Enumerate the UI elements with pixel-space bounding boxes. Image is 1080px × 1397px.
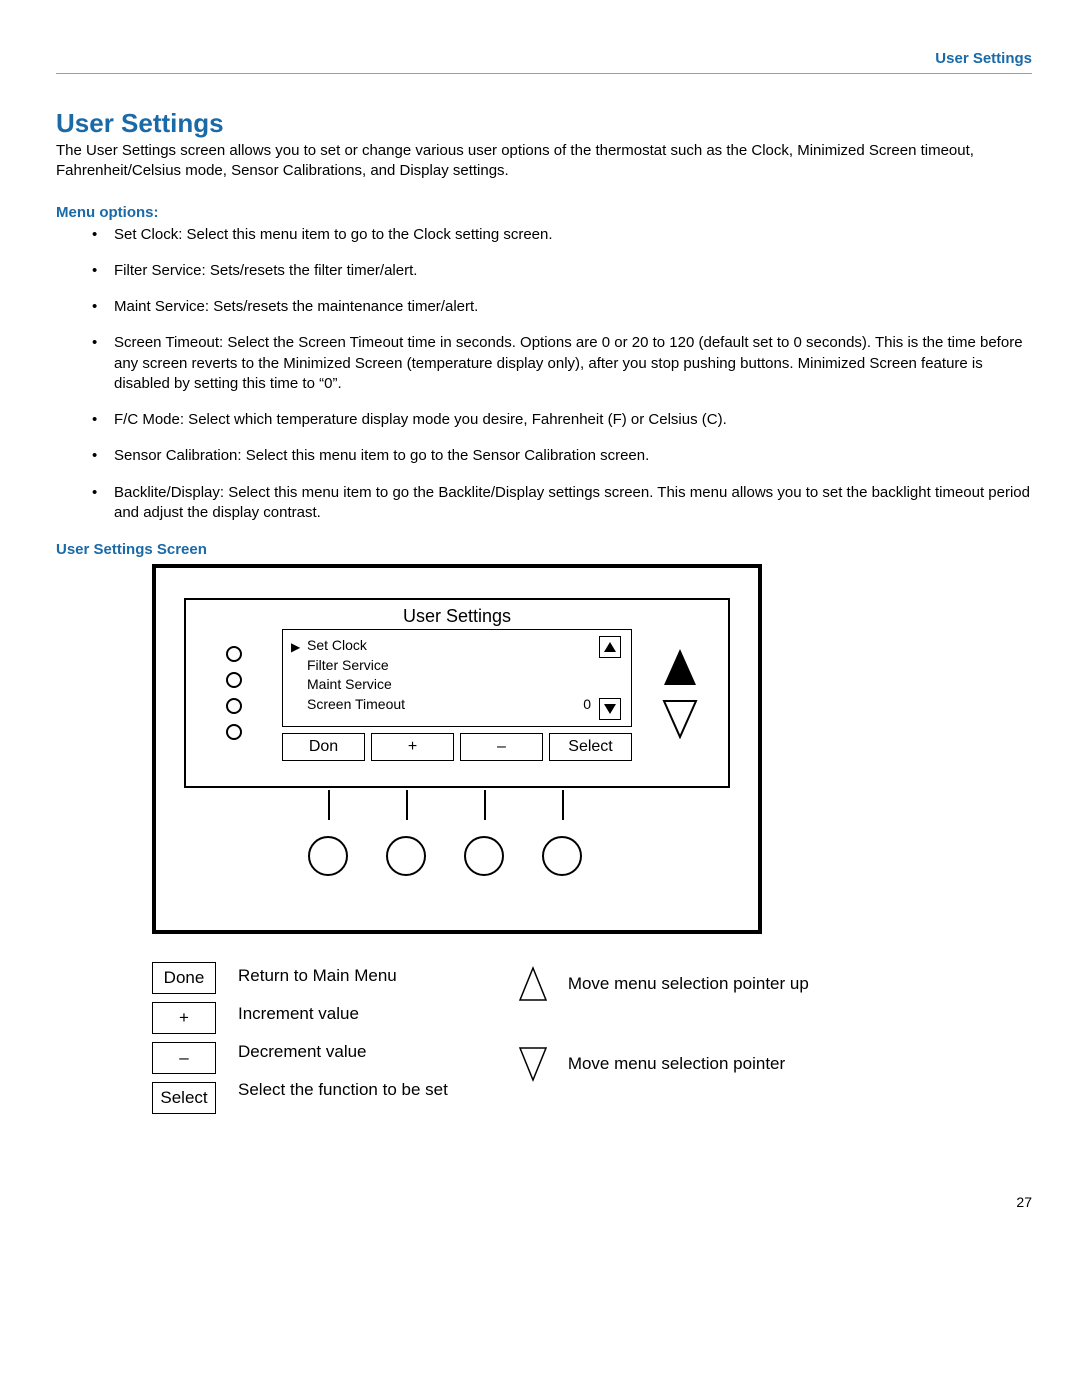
list-item: Backlite/Display: Select this menu item …	[114, 483, 1032, 524]
soft-button-select[interactable]: Select	[549, 733, 632, 761]
legend-desc: Select the function to be set	[238, 1080, 448, 1100]
header-label: User Settings	[935, 50, 1032, 67]
legend-right: Move menu selection pointer up Move menu…	[518, 962, 809, 1114]
legend-area: Done + – Select Return to Main Menu Incr…	[152, 962, 1032, 1114]
legend-desc-column: Return to Main Menu Increment value Decr…	[238, 962, 448, 1114]
intro-paragraph: The User Settings screen allows you to s…	[56, 141, 1032, 182]
lcd-title: User Settings	[282, 606, 632, 627]
physical-button[interactable]	[308, 836, 348, 876]
legend-done-button: Done	[152, 962, 216, 994]
legend-select-button: Select	[152, 1082, 216, 1114]
menu-options-list: Set Clock: Select this menu item to go t…	[56, 225, 1032, 524]
led-indicator	[226, 672, 242, 688]
lcd-item-label: Filter Service	[307, 656, 389, 676]
pointer-icon: ▶	[291, 639, 300, 656]
lcd-area: User Settings ▶ Set Clock Filter Service…	[282, 600, 632, 786]
soft-button-plus[interactable]: +	[371, 733, 454, 761]
lcd-item-label: Maint Service	[307, 675, 392, 695]
device-inner-panel: User Settings ▶ Set Clock Filter Service…	[184, 598, 730, 788]
legend-desc: Move menu selection pointer	[568, 1054, 785, 1074]
up-arrow-button[interactable]	[662, 647, 698, 687]
device-diagram: User Settings ▶ Set Clock Filter Service…	[152, 564, 1032, 1114]
list-item: Sensor Calibration: Select this menu ite…	[114, 446, 1032, 466]
legend-button-column: Done + – Select	[152, 962, 216, 1114]
lcd-row: Screen Timeout 0	[307, 695, 599, 715]
soft-button-row: Don + – Select	[282, 733, 632, 761]
soft-button-done[interactable]: Don	[282, 733, 365, 761]
list-item: Maint Service: Sets/resets the maintenan…	[114, 297, 1032, 317]
legend-desc: Decrement value	[238, 1042, 448, 1062]
triangle-up-icon	[518, 966, 548, 1002]
physical-button[interactable]	[386, 836, 426, 876]
page-title: User Settings	[56, 108, 1032, 139]
lcd-item-label: Screen Timeout	[307, 695, 405, 715]
lcd-row: Maint Service	[307, 675, 599, 695]
list-item: Set Clock: Select this menu item to go t…	[114, 225, 1032, 245]
led-indicator	[226, 724, 242, 740]
led-column	[186, 600, 282, 786]
legend-right-row: Move menu selection pointer	[518, 1046, 809, 1082]
connector-line	[406, 790, 408, 820]
legend-right-row: Move menu selection pointer up	[518, 966, 809, 1002]
physical-button[interactable]	[464, 836, 504, 876]
physical-button[interactable]	[542, 836, 582, 876]
lcd-item-value: 0	[583, 695, 591, 715]
legend-desc: Move menu selection pointer up	[568, 974, 809, 994]
connector-line	[562, 790, 564, 820]
triangle-down-icon	[518, 1046, 548, 1082]
legend-minus-button: –	[152, 1042, 216, 1074]
scroll-up-icon	[599, 636, 621, 658]
list-item: Screen Timeout: Select the Screen Timeou…	[114, 333, 1032, 394]
led-indicator	[226, 646, 242, 662]
lcd-screen: ▶ Set Clock Filter Service Maint Service…	[282, 629, 632, 727]
lcd-scrollbar	[599, 636, 623, 720]
page-number: 27	[56, 1194, 1032, 1210]
device-outer-frame: User Settings ▶ Set Clock Filter Service…	[152, 564, 762, 934]
led-indicator	[226, 698, 242, 714]
connector-line	[328, 790, 330, 820]
scroll-down-icon	[599, 698, 621, 720]
list-item: F/C Mode: Select which temperature displ…	[114, 410, 1032, 430]
connector-line	[484, 790, 486, 820]
menu-options-heading: Menu options:	[56, 204, 1032, 221]
legend-desc: Increment value	[238, 1004, 448, 1024]
list-item: Filter Service: Sets/resets the filter t…	[114, 261, 1032, 281]
lcd-item-label: Set Clock	[307, 636, 367, 656]
soft-button-minus[interactable]: –	[460, 733, 543, 761]
lcd-menu-list: ▶ Set Clock Filter Service Maint Service…	[291, 636, 599, 720]
legend-left: Done + – Select Return to Main Menu Incr…	[152, 962, 448, 1114]
legend-desc: Return to Main Menu	[238, 966, 448, 986]
arrow-buttons-column	[632, 600, 728, 786]
down-arrow-button[interactable]	[662, 699, 698, 739]
page-header: User Settings	[56, 50, 1032, 74]
legend-plus-button: +	[152, 1002, 216, 1034]
screen-heading: User Settings Screen	[56, 541, 1032, 558]
lcd-row: Set Clock	[307, 636, 599, 656]
lcd-row: Filter Service	[307, 656, 599, 676]
